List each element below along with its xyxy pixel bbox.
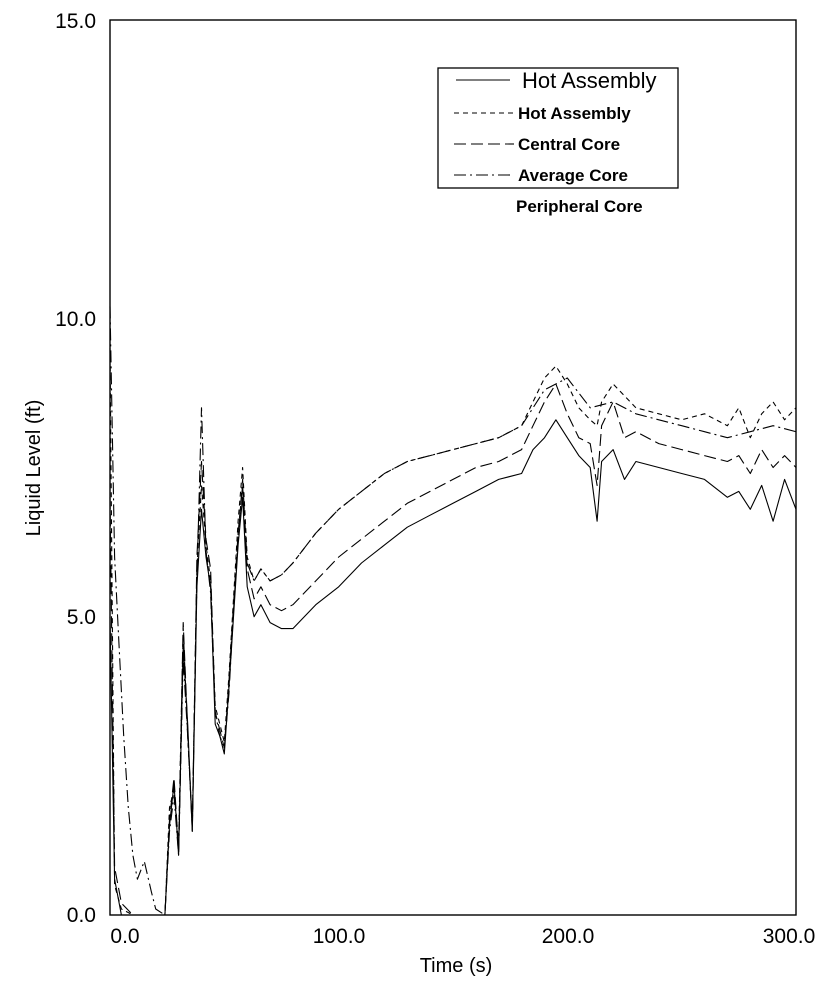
series-line-long-dash [109, 383, 797, 916]
x-tick-label: 300.0 [763, 925, 816, 948]
x-tick-label: 100.0 [313, 925, 366, 948]
series-group [109, 306, 797, 916]
series-line-dash-dot [109, 306, 797, 916]
legend: Hot Assembly Hot Assembly Central Core A… [437, 67, 679, 216]
series-line-solid [109, 419, 797, 916]
legend-label: Central Core [518, 135, 620, 154]
legend-box [437, 67, 679, 189]
legend-label: Average Core [518, 166, 628, 185]
legend-label: Hot Assembly [518, 104, 631, 123]
legend-label: Hot Assembly [522, 68, 657, 93]
x-tick-label: 200.0 [542, 925, 595, 948]
y-axis-title: Liquid Level (ft) [23, 400, 45, 537]
x-tick-label: 0.0 [110, 925, 139, 948]
y-tick-label: 15.0 [55, 10, 96, 33]
legend-label: Peripheral Core [516, 197, 643, 216]
y-tick-label: 0.0 [67, 904, 96, 927]
y-tick-label: 5.0 [67, 606, 96, 629]
y-tick-label: 10.0 [55, 308, 96, 331]
x-axis-title: Time (s) [420, 955, 493, 977]
